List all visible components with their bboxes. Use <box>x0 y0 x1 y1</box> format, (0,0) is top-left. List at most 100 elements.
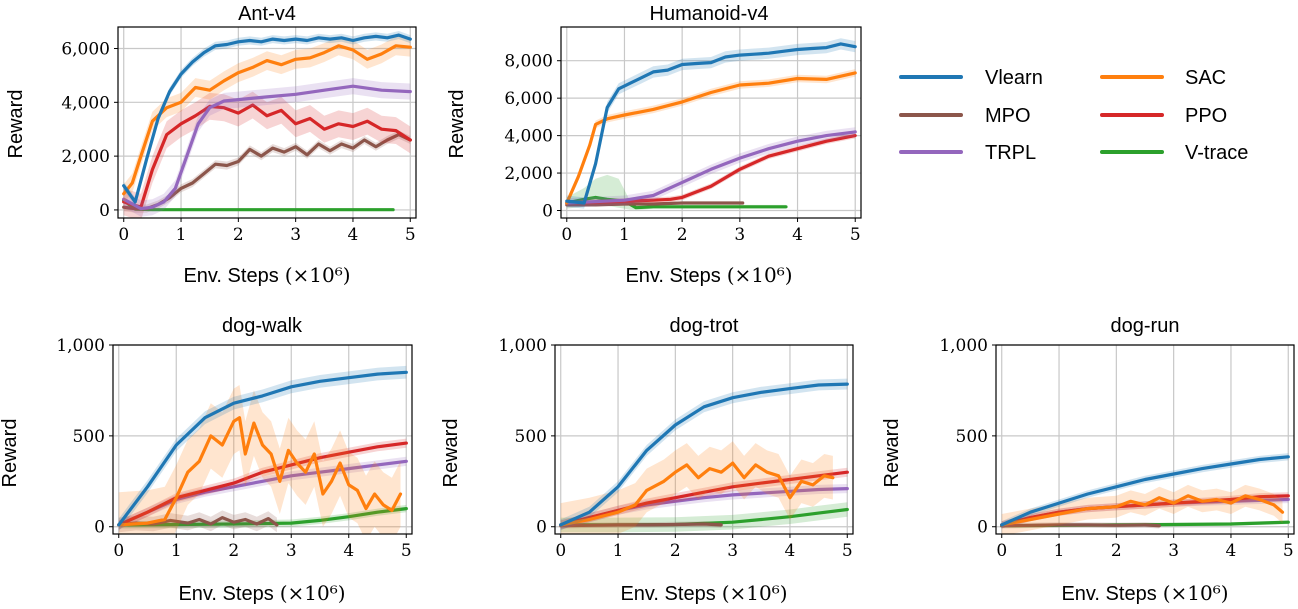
confidence-band <box>560 484 848 530</box>
confidence-band <box>566 38 856 209</box>
y-tick-label: 0 <box>99 201 110 221</box>
x-axis-label-text: Env. Steps <box>178 583 273 605</box>
panel-dog-walk: dog-walk Reward Env. Steps (×10⁶) 0 1 2 3 4 50… <box>0 315 413 605</box>
series-line <box>117 416 403 527</box>
x-tick-label: 0 <box>555 541 566 561</box>
series-ppo <box>565 132 857 206</box>
series-line <box>565 130 857 205</box>
legend-label: V-trace <box>1185 142 1248 164</box>
series-line <box>559 461 835 527</box>
y-tick-label: 6,000 <box>61 40 110 60</box>
series-trpl <box>122 78 412 217</box>
series-mpo <box>122 130 412 213</box>
y-tick-label: 1,000 <box>56 336 105 356</box>
plot-area: 0 1 2 3 4 5 0 500 1,000 <box>939 336 1295 561</box>
ticks: 0 1 2 3 4 5 0 500 1,000 <box>56 336 411 561</box>
x-axis-label: Env. Steps (×10⁶) <box>1061 581 1228 605</box>
panel-title: dog-walk <box>222 315 303 337</box>
x-tick-label: 0 <box>118 225 129 245</box>
series-line <box>122 84 412 211</box>
series-sac <box>559 441 835 534</box>
x-tick-label: 5 <box>405 225 416 245</box>
x-axis-label-text: Env. Steps <box>183 265 278 287</box>
series-ppo <box>122 91 412 218</box>
ticks: 0 1 2 3 4 5 0 500 1,000 <box>939 336 1293 561</box>
x-tick-label: 3 <box>727 541 738 561</box>
x-tick-label: 2 <box>1111 541 1122 561</box>
confidence-band <box>123 78 411 217</box>
x-tick-label: 3 <box>290 225 301 245</box>
ticks: 0 1 2 3 4 5 0 2,000 4,000 6,000 8,000 <box>504 52 860 245</box>
y-tick-label: 8,000 <box>504 52 553 72</box>
x-tick-label: 4 <box>348 225 359 245</box>
series-ppo <box>559 467 849 530</box>
grid <box>561 27 861 218</box>
x-axis-label: Env. Steps (×10⁶) <box>183 263 350 287</box>
confidence-band <box>560 378 848 531</box>
ticks: 0 1 2 3 4 5 0 2,000 4,000 6,000 <box>61 40 415 245</box>
confidence-band <box>560 467 848 530</box>
series-ppo <box>117 438 408 530</box>
y-tick-label: 0 <box>977 518 988 538</box>
x-axis-label-text: Env. Steps <box>1061 583 1156 605</box>
series-vlearn <box>117 365 408 532</box>
ticks: 0 1 2 3 4 5 0 500 1,000 <box>498 336 852 561</box>
y-tick-label: 6,000 <box>504 89 553 109</box>
x-axis-label-unit: (×10⁶) <box>285 263 351 287</box>
x-tick-label: 3 <box>1168 541 1179 561</box>
x-tick-label: 3 <box>734 225 745 245</box>
legend-item-ppo: PPO <box>1100 105 1227 127</box>
legend-item-mpo: MPO <box>899 105 1031 127</box>
x-tick-label: 2 <box>233 225 244 245</box>
legend-item-sac: SAC <box>1100 67 1226 89</box>
plot-area: 0 1 2 3 4 5 0 500 1,000 <box>498 336 854 561</box>
series-layer <box>117 365 408 534</box>
series-sac <box>1000 484 1285 534</box>
x-tick-label: 4 <box>343 541 354 561</box>
panel-title: Humanoid-v4 <box>650 3 769 25</box>
series-line <box>117 370 408 527</box>
confidence-band <box>123 130 411 213</box>
x-tick-label: 1 <box>619 225 630 245</box>
legend-label: PPO <box>1185 105 1227 127</box>
x-tick-label: 4 <box>792 225 803 245</box>
confidence-band <box>118 385 401 534</box>
x-tick-label: 3 <box>286 541 297 561</box>
panel-humanoid-v4: Humanoid-v4 Reward Env. Steps (×10⁶) 0 1 2 3… <box>446 3 862 287</box>
x-tick-label: 0 <box>113 541 124 561</box>
series-line <box>122 33 412 204</box>
y-tick-label: 4,000 <box>504 127 553 147</box>
y-axis-label: Reward <box>446 90 468 159</box>
series-line <box>565 42 857 205</box>
x-tick-label: 2 <box>228 541 239 561</box>
y-tick-label: 500 <box>73 427 105 447</box>
x-tick-label: 5 <box>850 225 861 245</box>
series-line <box>122 133 412 211</box>
x-tick-label: 1 <box>176 225 187 245</box>
y-tick-label: 500 <box>515 427 547 447</box>
y-tick-label: 2,000 <box>504 164 553 184</box>
series-line <box>565 201 745 207</box>
legend-label: MPO <box>985 105 1031 127</box>
x-axis-label: Env. Steps (×10⁶) <box>620 581 787 605</box>
x-tick-label: 5 <box>1283 541 1294 561</box>
x-tick-label: 0 <box>561 225 572 245</box>
panel-ant-v4: Ant-v4 Reward Env. Steps (×10⁶) 0 1 2 3 4 5 0 2,… <box>5 3 417 287</box>
legend-label: TRPL <box>985 142 1036 164</box>
series-vlearn <box>1000 453 1290 529</box>
y-tick-label: 500 <box>956 427 988 447</box>
legend-item-v-trace: V-trace <box>1100 142 1248 164</box>
axes-frame <box>112 344 413 535</box>
y-axis-label: Reward <box>881 419 903 488</box>
x-axis-label-text: Env. Steps <box>620 583 715 605</box>
series-line <box>565 195 788 210</box>
legend-item-vlearn: Vlearn <box>899 67 1043 89</box>
confidence-band <box>566 69 856 207</box>
y-axis-label: Reward <box>5 90 27 159</box>
y-tick-label: 0 <box>536 518 547 538</box>
plot-area: 0 1 2 3 4 5 0 2,000 4,000 6,000 8,000 <box>504 26 862 245</box>
series-line <box>1000 455 1290 527</box>
x-tick-label: 1 <box>171 541 182 561</box>
x-axis-label-unit: (×10⁶) <box>727 263 793 287</box>
